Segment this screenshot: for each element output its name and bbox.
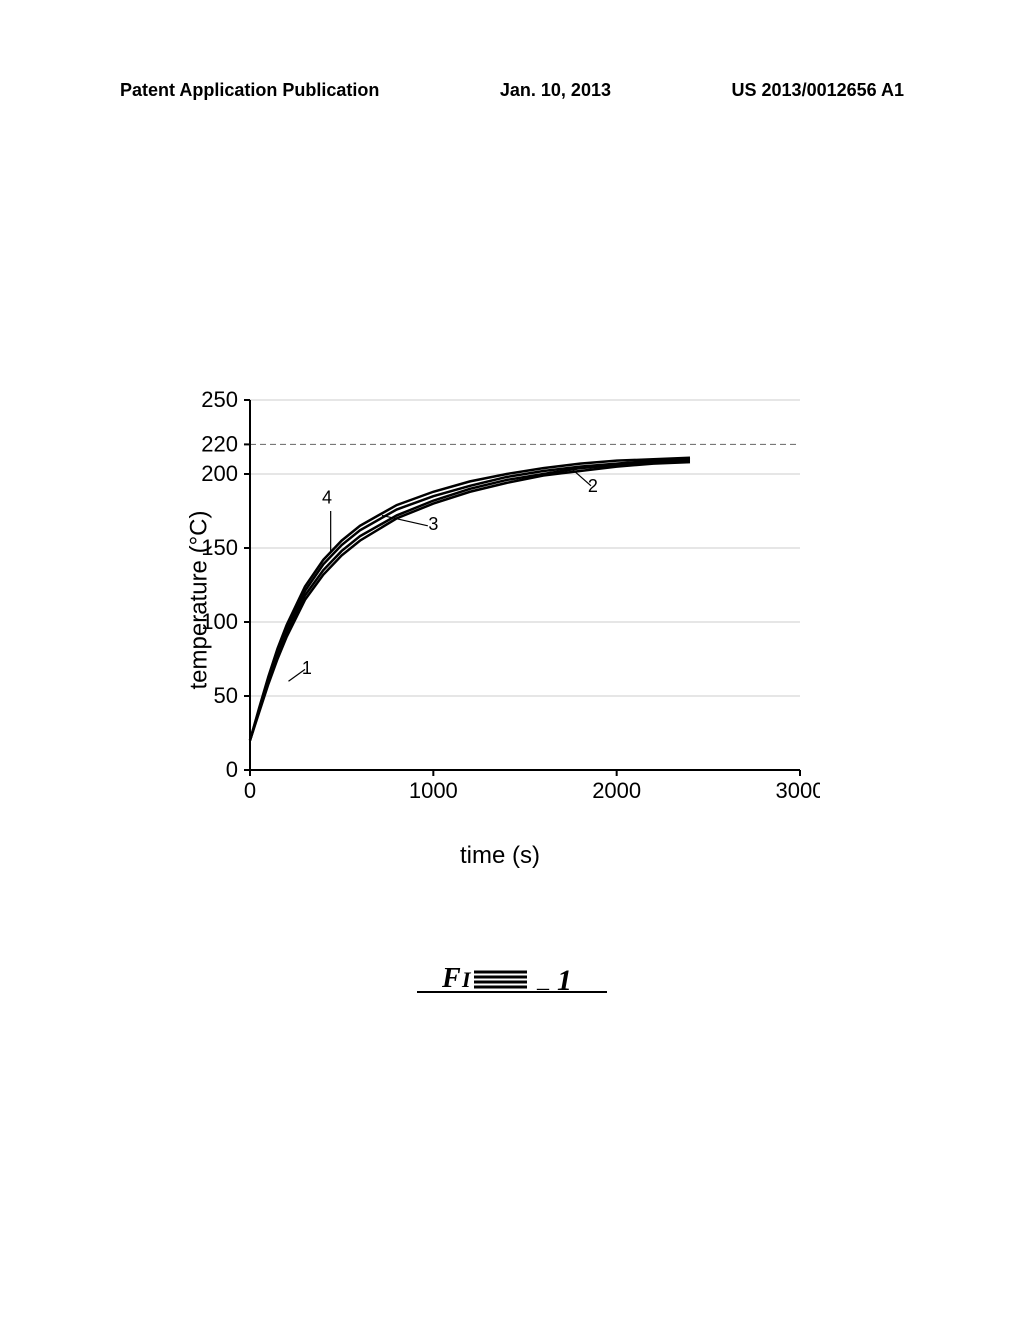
svg-text:_: _: [536, 967, 550, 993]
header-center: Jan. 10, 2013: [500, 80, 611, 101]
header-right: US 2013/0012656 A1: [732, 80, 904, 101]
svg-text:250: 250: [201, 387, 238, 412]
svg-text:2: 2: [588, 476, 598, 496]
figure-label: F I _ 1: [412, 962, 612, 1010]
svg-text:220: 220: [201, 431, 238, 456]
y-axis-label: temperature (°C): [185, 511, 213, 690]
svg-text:F: F: [441, 963, 461, 994]
svg-text:1000: 1000: [409, 778, 458, 803]
svg-text:200: 200: [201, 461, 238, 486]
patent-header: Patent Application Publication Jan. 10, …: [0, 80, 1024, 101]
svg-text:4: 4: [322, 488, 332, 508]
svg-text:0: 0: [226, 757, 238, 782]
svg-text:2000: 2000: [592, 778, 641, 803]
chart-svg: 05010015020022025001000200030001234: [180, 380, 820, 820]
temperature-time-chart: 05010015020022025001000200030001234 temp…: [180, 380, 820, 820]
svg-text:50: 50: [214, 683, 238, 708]
svg-text:1: 1: [302, 658, 312, 678]
x-axis-label: time (s): [460, 842, 540, 870]
svg-text:3: 3: [428, 514, 438, 534]
svg-text:0: 0: [244, 778, 256, 803]
svg-text:3000: 3000: [776, 778, 820, 803]
svg-text:1: 1: [557, 964, 572, 997]
header-left: Patent Application Publication: [120, 80, 379, 101]
svg-text:I: I: [461, 967, 472, 992]
